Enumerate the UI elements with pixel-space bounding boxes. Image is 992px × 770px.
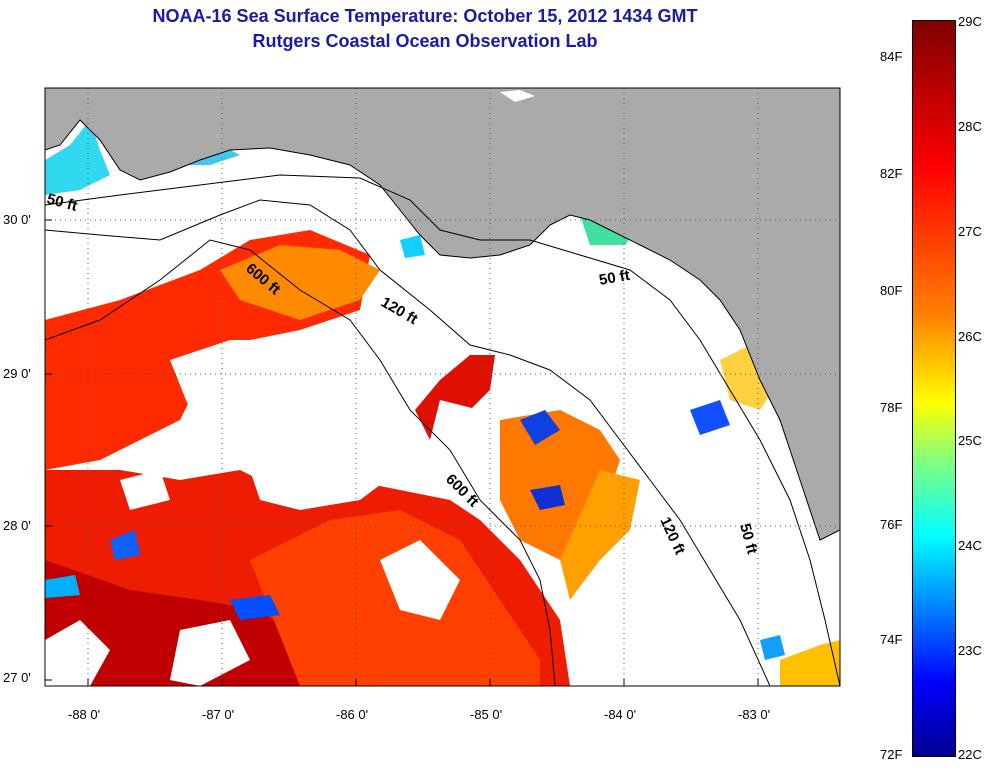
lon-label-84: -84 0' <box>604 707 637 722</box>
lat-label-30: 30 0' <box>3 212 31 227</box>
colorbar-c-25: 25C <box>958 433 982 448</box>
colorbar-c-26: 26C <box>958 329 982 344</box>
map-frame <box>44 87 841 687</box>
colorbar-c-28: 28C <box>958 119 982 134</box>
land-mass <box>45 88 840 541</box>
colorbar-f-78: 78F <box>880 400 903 415</box>
colorbar-c-27: 27C <box>958 224 982 239</box>
inland-lake <box>500 90 535 102</box>
colorbar-c-24: 24C <box>958 538 982 553</box>
colorbar-f-82: 82F <box>880 166 903 181</box>
bathymetry-contours <box>45 174 840 686</box>
colorbar-f-76: 76F <box>880 517 903 532</box>
colorbar-c-22: 22C <box>958 747 982 762</box>
lon-label-88: -88 0' <box>68 707 101 722</box>
temperature-colorbar <box>912 20 956 757</box>
colorbar-f-80: 80F <box>880 283 903 298</box>
map-subtitle: Rutgers Coastal Ocean Observation Lab <box>252 31 598 51</box>
lon-label-83: -83 0' <box>738 707 771 722</box>
colorbar-c-23: 23C <box>958 643 982 658</box>
lat-label-29: 29 0' <box>3 366 31 381</box>
colorbar-c-29: 29C <box>958 14 982 29</box>
lon-label-85: -85 0' <box>470 707 503 722</box>
colorbar-f-84: 84F <box>880 49 903 64</box>
lon-label-87: -87 0' <box>202 707 235 722</box>
cloud-patches <box>45 320 480 686</box>
lat-label-28: 28 0' <box>3 518 31 533</box>
map-title: NOAA-16 Sea Surface Temperature: October… <box>152 6 698 26</box>
colorbar-f-72: 72F <box>880 747 903 762</box>
colorbar-f-74: 74F <box>880 632 903 647</box>
lon-label-86: -86 0' <box>336 707 369 722</box>
axis-ticks <box>45 219 759 686</box>
lat-label-27: 27 0' <box>3 670 31 685</box>
contour-label-50ft-east: 50 ft <box>598 267 631 289</box>
